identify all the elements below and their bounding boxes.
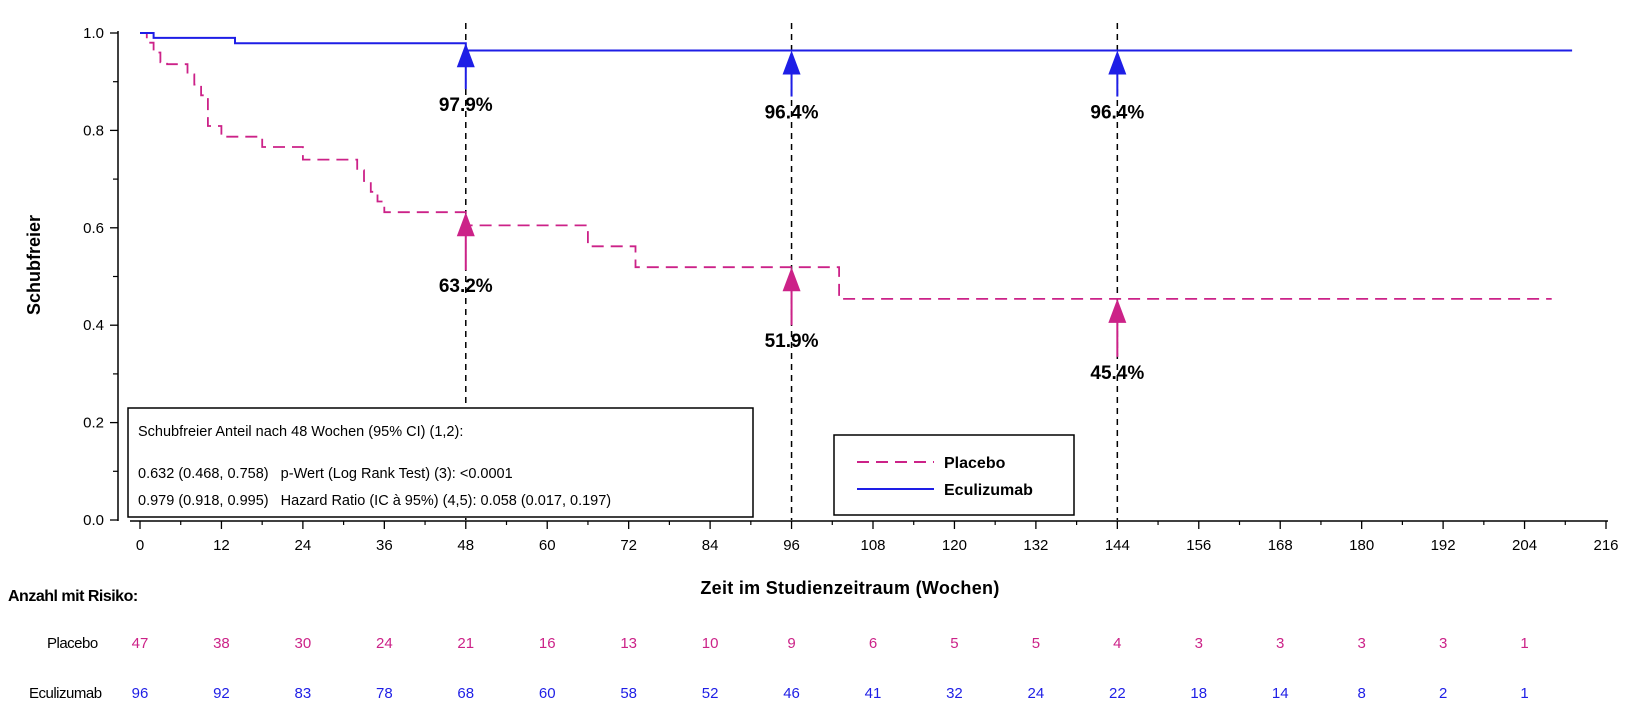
- at-risk-value: 13: [620, 635, 637, 652]
- reference-lines: [465, 23, 1119, 520]
- at-risk-value: 10: [702, 635, 719, 652]
- at-risk-value: 14: [1272, 685, 1289, 702]
- y-tick-label: 0.6: [83, 220, 104, 237]
- at-risk-value: 32: [946, 685, 963, 702]
- at-risk-value: 18: [1190, 685, 1207, 702]
- x-tick-label: 0: [136, 537, 144, 554]
- x-tick-label: 108: [860, 537, 885, 554]
- annotation-arrowhead: [456, 212, 475, 237]
- x-tick-label: 144: [1105, 537, 1130, 554]
- y-tick-label: 0.4: [83, 317, 104, 334]
- at-risk-value: 3: [1439, 635, 1447, 652]
- annotation-arrowhead: [1108, 50, 1127, 75]
- legend-label-placebo: Placebo: [944, 455, 1006, 472]
- x-tick-label: 48: [457, 537, 474, 554]
- stats-box-title: Schubfreier Anteil nach 48 Wochen (95% C…: [138, 424, 463, 440]
- x-tick-label: 60: [539, 537, 556, 554]
- annotation-arrowhead: [1108, 298, 1127, 323]
- annotation-arrowhead: [782, 267, 801, 292]
- at-risk-value: 24: [1028, 685, 1045, 702]
- at-risk-value: 46: [783, 685, 800, 702]
- axes: 0 12 24 36 48 60 72 84 96 108 120 132 144 156 168 180 19…: [83, 25, 1618, 554]
- at-risk-value: 8: [1357, 685, 1365, 702]
- at-risk-value: 78: [376, 685, 393, 702]
- stats-box-line-placebo: 0.632 (0.468, 0.758) p-Wert (Log Rank Te…: [138, 466, 513, 482]
- at-risk-row-label-eculizumab: Eculizumab: [29, 685, 102, 702]
- at-risk-value: 41: [865, 685, 882, 702]
- at-risk-value: 52: [702, 685, 719, 702]
- annotation-label: 45.4%: [1090, 363, 1144, 384]
- at-risk-value: 9: [787, 635, 795, 652]
- stats-box-line-eculizumab: 0.979 (0.918, 0.995) Hazard Ratio (IC à …: [138, 493, 611, 509]
- annotation-label: 63.2%: [439, 276, 493, 297]
- at-risk-value: 3: [1276, 635, 1284, 652]
- x-tick-label: 192: [1431, 537, 1456, 554]
- legend-label-eculizumab: Eculizumab: [944, 482, 1033, 499]
- at-risk-value: 47: [132, 635, 149, 652]
- at-risk-value: 60: [539, 685, 556, 702]
- y-tick-label: 0.2: [83, 415, 104, 432]
- annotation-label: 97.9%: [439, 95, 493, 116]
- at-risk-value: 5: [950, 635, 958, 652]
- y-tick-label: 1.0: [83, 25, 104, 42]
- x-tick-label: 72: [620, 537, 637, 554]
- x-tick-label: 12: [213, 537, 230, 554]
- at-risk-table: 47 38 30 24 21 16 13 10 9 6 5 5 4 3 3 3 3 196 92 83 78 68 60 58…: [132, 635, 1529, 702]
- annotation-arrowhead: [782, 50, 801, 75]
- legend: Placebo Eculizumab: [833, 434, 1075, 516]
- at-risk-value: 68: [457, 685, 474, 702]
- y-axis-title: Schubfreier: [24, 215, 44, 315]
- annotation-label: 51.9%: [765, 331, 819, 352]
- x-tick-label: 132: [1023, 537, 1048, 554]
- x-tick-label: 156: [1186, 537, 1211, 554]
- at-risk-value: 22: [1109, 685, 1126, 702]
- at-risk-value: 58: [620, 685, 637, 702]
- at-risk-value: 1: [1520, 685, 1528, 702]
- x-tick-label: 120: [942, 537, 967, 554]
- at-risk-value: 4: [1113, 635, 1121, 652]
- at-risk-value: 1: [1520, 635, 1528, 652]
- survival-curve-placebo: [140, 32, 1552, 300]
- at-risk-value: 3: [1357, 635, 1365, 652]
- x-tick-label: 36: [376, 537, 393, 554]
- at-risk-value: 6: [869, 635, 877, 652]
- survival-curves: [140, 32, 1573, 300]
- y-tick-label: 0.0: [83, 512, 104, 529]
- at-risk-value: 92: [213, 685, 230, 702]
- survival-curve-eculizumab: [140, 32, 1573, 52]
- at-risk-value: 5: [1032, 635, 1040, 652]
- at-risk-value: 2: [1439, 685, 1447, 702]
- at-risk-value: 3: [1195, 635, 1203, 652]
- at-risk-value: 30: [295, 635, 312, 652]
- annotation-arrowhead: [456, 43, 475, 68]
- annotation-markers: 63.2% 51.9% 45.4% 97.9% 96.4% 96.4%: [439, 43, 1144, 384]
- x-tick-label: 96: [783, 537, 800, 554]
- at-risk-value: 16: [539, 635, 556, 652]
- at-risk-value: 96: [132, 685, 149, 702]
- annotation-label: 96.4%: [1090, 103, 1144, 124]
- x-tick-label: 204: [1512, 537, 1537, 554]
- stats-box: Schubfreier Anteil nach 48 Wochen (95% C…: [127, 407, 754, 518]
- at-risk-title: Anzahl mit Risiko:: [8, 588, 138, 605]
- at-risk-value: 83: [295, 685, 312, 702]
- at-risk-value: 21: [457, 635, 474, 652]
- x-tick-label: 168: [1268, 537, 1293, 554]
- x-tick-label: 180: [1349, 537, 1374, 554]
- annotation-label: 96.4%: [765, 103, 819, 124]
- at-risk-row-label-placebo: Placebo: [47, 635, 98, 652]
- x-tick-label: 24: [295, 537, 312, 554]
- at-risk-value: 38: [213, 635, 230, 652]
- y-tick-label: 0.8: [83, 122, 104, 139]
- x-tick-label: 216: [1593, 537, 1618, 554]
- x-axis-title: Zeit im Studienzeitraum (Wochen): [700, 578, 999, 598]
- at-risk-value: 24: [376, 635, 393, 652]
- x-tick-label: 84: [702, 537, 719, 554]
